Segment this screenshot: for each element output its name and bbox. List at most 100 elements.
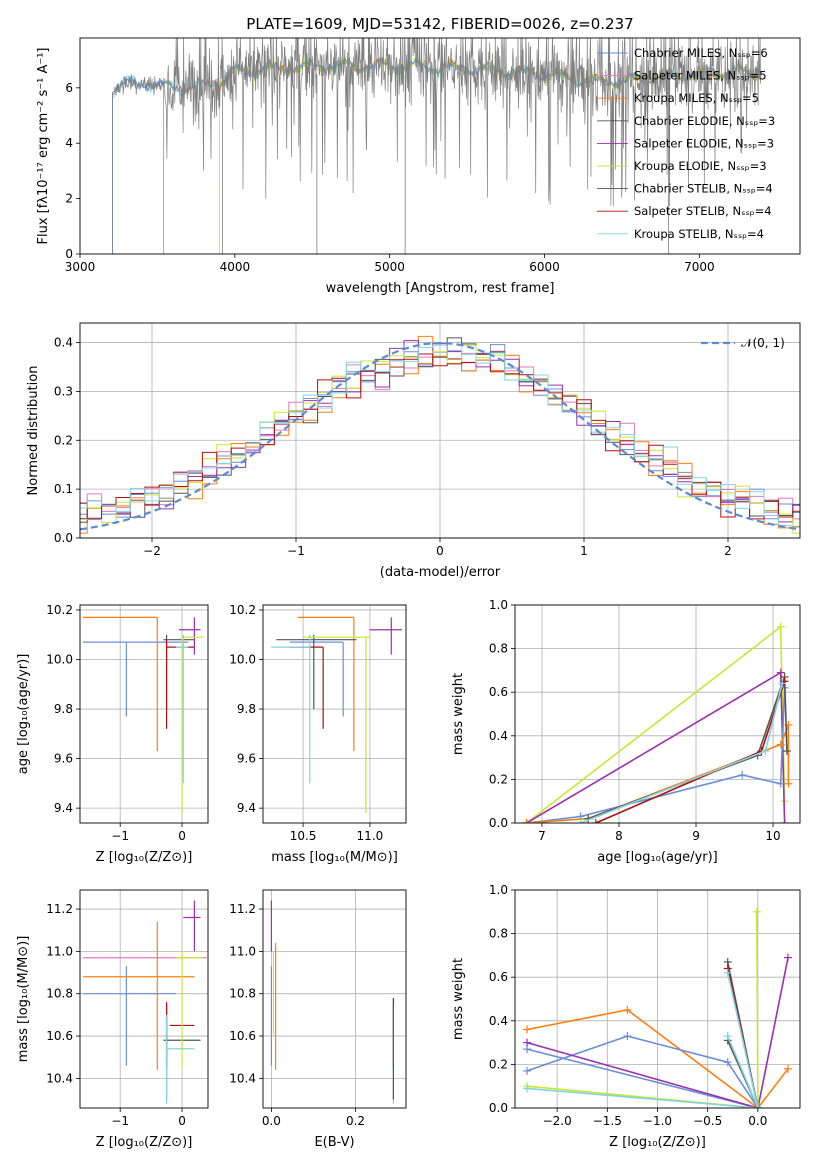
y-tick-label: 0.2 — [489, 772, 508, 786]
x-tick-label: 0 — [178, 1114, 186, 1128]
panel-residuals: −2 −1 0 1 2 0.0 0.1 0.2 0.3 0.4 (data-model)/error… — [26, 322, 801, 580]
y-tick-label: 9.4 — [54, 801, 73, 815]
residual-histogram-step — [80, 344, 800, 534]
axes-frame — [79, 37, 801, 255]
legend: Chabrier MILES, Nₛₛₚ=6 Salpeter MILES, Nₛ… — [597, 46, 775, 241]
weight-line — [526, 724, 790, 823]
weight-series — [523, 953, 792, 1108]
x-axis-label: E(B-V) — [314, 1135, 354, 1150]
y-axis-label: Normed distribution — [26, 366, 41, 496]
weight-line — [526, 911, 759, 1108]
y-axis-label: mass [log₁₀(M/M⊙)] — [16, 936, 31, 1063]
x-tick-label: 2 — [724, 544, 732, 558]
x-axis-label: wavelength [Angstrom, rest frame] — [326, 281, 555, 296]
errorbar-point — [163, 634, 195, 710]
axes-frame — [514, 604, 801, 824]
x-tick-label: −0.5 — [693, 1114, 722, 1128]
x-tick-label: −1 — [111, 829, 129, 843]
y-tick-label: 10.0 — [229, 653, 256, 667]
residual-histogram-step — [80, 337, 800, 523]
x-axis-label: Z [log₁₀(Z/Z⊙)] — [96, 850, 193, 865]
weight-line — [726, 972, 759, 1108]
x-tick-label: −1.0 — [643, 1114, 672, 1128]
x-tick-label: 5000 — [374, 260, 405, 274]
errorbar-point — [165, 1002, 195, 1068]
legend-label: Kroupa STELIB, Nₛₛₚ=4 — [634, 227, 764, 241]
errorbar-point — [183, 900, 201, 952]
y-tick-label: 0.2 — [489, 1057, 508, 1071]
y-tick-label: 9.8 — [237, 702, 256, 716]
axes-frame — [79, 889, 209, 1109]
axes-frame — [514, 889, 801, 1109]
errorbar-point — [369, 617, 402, 655]
x-tick-label: −2.0 — [543, 1114, 572, 1128]
plot-area — [523, 907, 792, 1108]
y-tick-label: 10.6 — [46, 1029, 73, 1043]
y-tick-label: 10.8 — [229, 987, 256, 1001]
legend-label: Kroupa MILES, Nₛₛₚ=5 — [634, 91, 759, 105]
y-tick-label: 10.2 — [46, 603, 73, 617]
panel-age_vs_Z: −1 0 9.4 9.6 9.8 10.0 10.2 Z [log₁₀(Z/Z⊙)] age [… — [16, 603, 209, 865]
weight-series — [723, 968, 762, 1108]
x-tick-label: 0.0 — [748, 1114, 767, 1128]
y-tick-label: 0.2 — [54, 433, 73, 447]
legend-label: Kroupa ELODIE, Nₛₛₚ=3 — [634, 159, 767, 173]
errorbar-point — [271, 634, 311, 784]
y-tick-label: 10.2 — [229, 603, 256, 617]
x-axis-label: mass [log₁₀(M/M⊙)] — [271, 850, 398, 865]
panel-weight_vs_age: 7 8 9 10 0.0 0.2 0.4 0.6 0.8 1.0 age [log₁₀(age/yr… — [451, 598, 801, 865]
y-tick-label: 1.0 — [489, 598, 508, 612]
x-axis-label: (data-model)/error — [380, 565, 501, 580]
x-tick-label: 9 — [692, 829, 700, 843]
x-axis-label: age [log₁₀(age/yr)] — [597, 850, 718, 865]
y-tick-label: 11.0 — [229, 944, 256, 958]
weight-series — [522, 720, 793, 823]
errorbar-point — [181, 636, 204, 814]
weight-series — [523, 1032, 762, 1108]
panel-mass_vs_Z: −1 0 10.4 10.6 10.8 11.0 11.2 Z [log₁₀(Z/Z⊙)] ma… — [16, 889, 209, 1150]
legend-label: Salpeter MILES, Nₛₛₚ=5 — [634, 69, 767, 83]
x-tick-label: 4000 — [220, 260, 251, 274]
weight-line — [595, 681, 786, 823]
x-tick-label: 0.0 — [262, 1114, 281, 1128]
x-axis-label: Z [log₁₀(Z/Z⊙)] — [609, 1135, 706, 1150]
y-tick-label: 4 — [65, 136, 73, 150]
gaussian-reference-curve — [80, 341, 800, 531]
x-tick-label: 0.2 — [346, 1114, 365, 1128]
plot-area — [522, 622, 793, 823]
plot-area — [83, 616, 204, 814]
x-tick-label: 0 — [436, 544, 444, 558]
x-tick-label: 11.0 — [357, 829, 384, 843]
y-tick-label: 0.0 — [489, 1101, 508, 1115]
y-tick-label: 0 — [65, 247, 73, 261]
residual-histogram-step — [80, 335, 800, 534]
errorbar-point — [178, 617, 201, 655]
residual-histogram-step — [80, 353, 800, 520]
weight-line — [526, 957, 789, 1108]
y-tick-label: 0.4 — [54, 336, 73, 350]
y-tick-label: 10.4 — [46, 1071, 73, 1085]
weight-series — [576, 679, 787, 823]
legend-label: 𝒩(0, 1) — [741, 336, 785, 350]
y-tick-label: 0.6 — [489, 685, 508, 699]
y-tick-label: 0.1 — [54, 482, 73, 496]
legend: 𝒩(0, 1) — [701, 336, 785, 350]
x-tick-label: 7 — [538, 829, 546, 843]
errorbar-point — [303, 636, 370, 814]
panel-age_vs_mass: 10.5 11.0 9.4 9.6 9.8 10.0 10.2 mass [log₁₀(M/M… — [229, 603, 407, 865]
y-tick-label: 0.4 — [489, 729, 508, 743]
y-tick-label: 2 — [65, 192, 73, 206]
x-tick-label: −1.5 — [593, 1114, 622, 1128]
legend-label: Chabrier STELIB, Nₛₛₚ=4 — [634, 182, 773, 196]
y-axis-label: mass weight — [451, 673, 466, 755]
panel-weight_vs_Z: −2.0 −1.5 −1.0 −0.5 0.0 0.0 0.2 0.4 0.6 0.8 1.0 Z [… — [451, 883, 801, 1150]
figure-title: PLATE=1609, MJD=53142, FIBERID=0026, z=0… — [246, 15, 633, 33]
weight-series — [522, 683, 789, 823]
errorbar-point — [289, 641, 344, 717]
errorbar-point — [83, 966, 176, 1066]
y-tick-label: 11.2 — [229, 902, 256, 916]
x-tick-label: 1 — [580, 544, 588, 558]
axes-frame — [262, 889, 407, 1109]
y-tick-label: 10.0 — [46, 653, 73, 667]
